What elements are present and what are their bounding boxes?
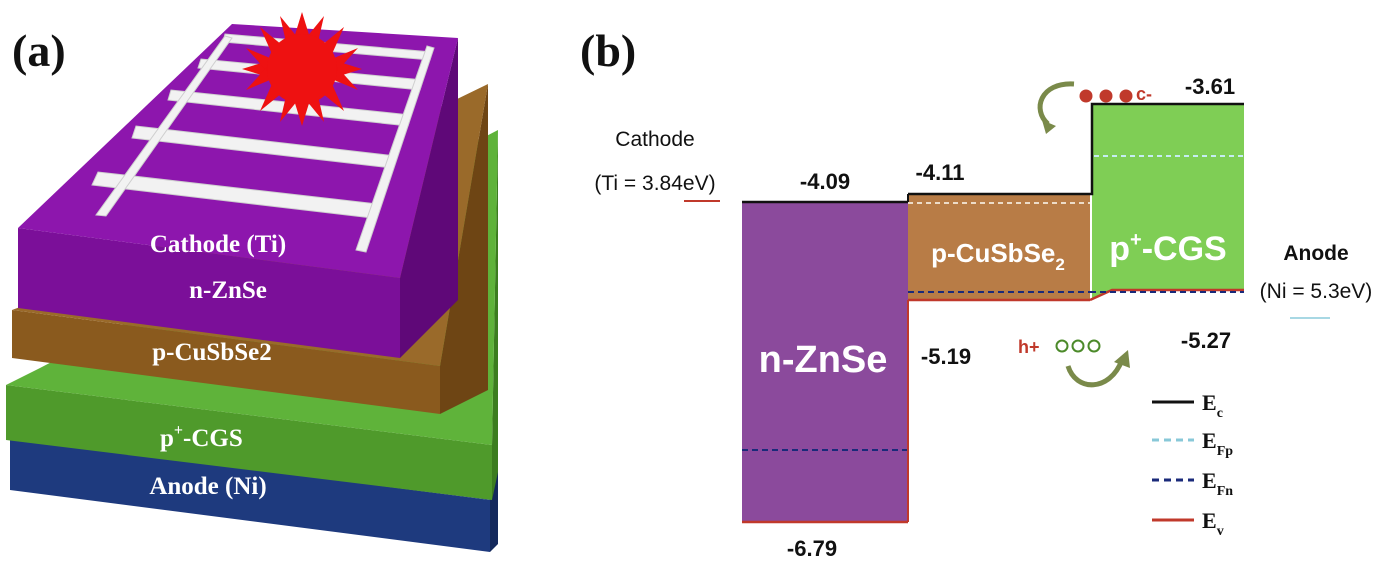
legend-label-efn: EFn — [1202, 468, 1233, 499]
legend-label-ec: Ec — [1202, 390, 1223, 421]
electron-dot — [1119, 89, 1133, 103]
band-cusbse — [908, 194, 1090, 300]
band-cgs — [1092, 104, 1244, 298]
value-cgs-ec: -3.61 — [1185, 74, 1235, 99]
band-label-cusbse: p-CuSbSe2 — [931, 238, 1065, 274]
value-cusbse-ev: -5.19 — [921, 344, 971, 369]
sun-icon — [242, 12, 362, 126]
hole-label: h+ — [1018, 337, 1040, 357]
panel-b: (b) Cathode (Ti = 3.84eV) n-ZnSe p-CuSbS… — [580, 25, 1372, 561]
cgs-ec-line — [1090, 102, 1244, 196]
panel-a-label: (a) — [12, 25, 66, 76]
cgs-ev-line — [1089, 288, 1244, 302]
anode-workfunction: (Ni = 5.3eV) — [1260, 280, 1373, 303]
hole-arrow-icon — [1065, 358, 1125, 388]
hole-arrowhead-icon — [1114, 350, 1130, 368]
electron-arrow-icon — [1037, 81, 1075, 126]
band-label-znse: n-ZnSe — [759, 339, 888, 381]
electron-arrowhead-icon — [1042, 120, 1056, 134]
panel-b-label: (b) — [580, 25, 636, 76]
value-cusbse-ec: -4.11 — [916, 160, 965, 185]
hole-dot — [1087, 339, 1101, 353]
hole-dot — [1055, 339, 1069, 353]
label-anode-ni: Anode (Ni) — [149, 473, 266, 500]
label-p-cusbse2: p-CuSbSe2 — [152, 339, 272, 366]
cathode-workfunction: (Ti = 3.84eV) — [594, 172, 715, 195]
value-cgs-ev: -5.27 — [1181, 328, 1231, 353]
electron-dot — [1099, 89, 1113, 103]
legend-label-ev: Ev — [1202, 508, 1224, 539]
legend: Ec EFp EFn Ev — [1152, 390, 1233, 539]
hole-dot — [1071, 339, 1085, 353]
label-cathode-ti: Cathode (Ti) — [150, 231, 286, 258]
value-znse-ec: -4.09 — [800, 169, 850, 194]
cathode-title: Cathode — [615, 128, 694, 151]
band-label-cgs: p+-CGS — [1109, 229, 1226, 268]
legend-label-efp: EFp — [1202, 428, 1233, 459]
panel-a: (a) — [6, 12, 498, 552]
electrons-group: c- — [1079, 84, 1152, 104]
band-znse — [742, 202, 908, 522]
anode-title: Anode — [1283, 242, 1348, 265]
label-p-plus-cgs: p+-CGS — [160, 422, 243, 452]
electron-dot — [1079, 89, 1093, 103]
electron-label: c- — [1136, 84, 1152, 104]
value-znse-ev: -6.79 — [787, 536, 837, 561]
holes-group: h+ — [1018, 337, 1101, 357]
label-n-znse: n-ZnSe — [189, 277, 267, 304]
